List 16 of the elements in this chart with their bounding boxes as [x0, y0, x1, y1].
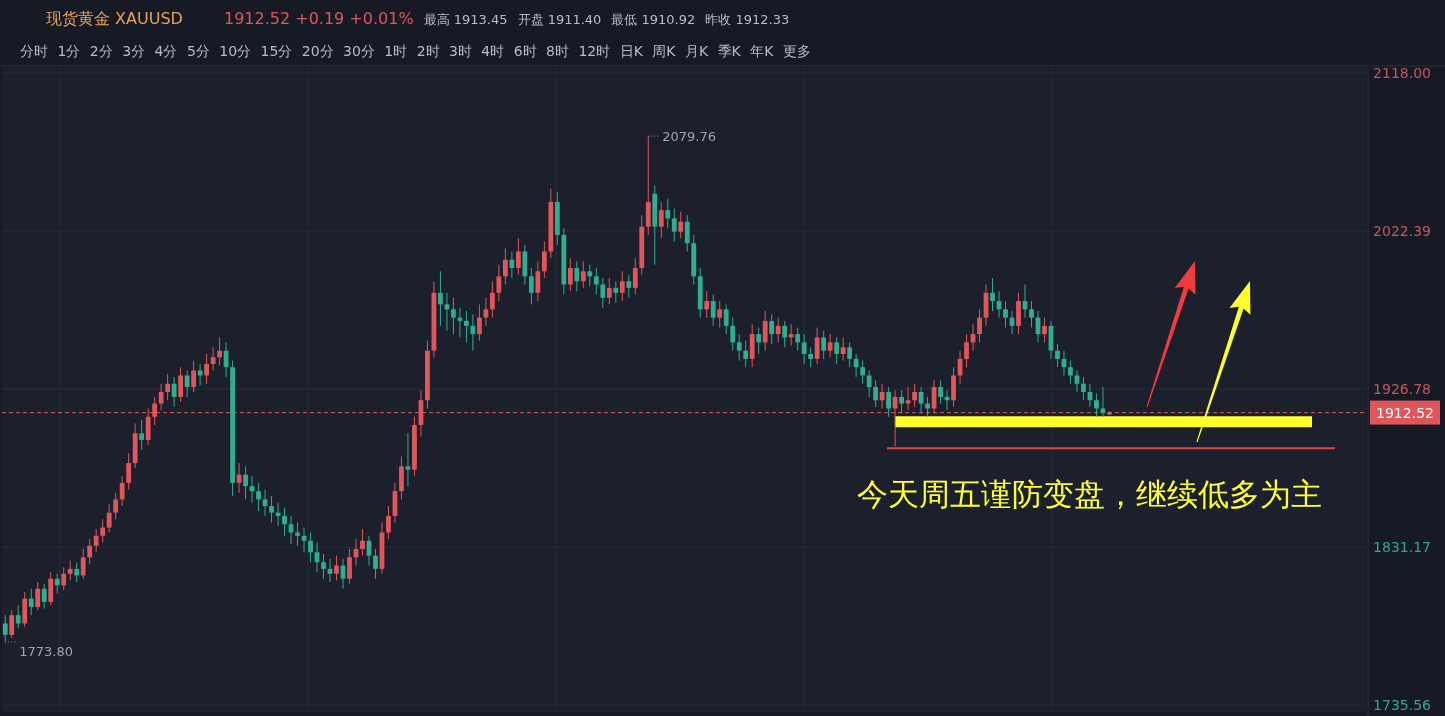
ref-line-label: 1912.52	[1376, 404, 1434, 421]
text: 最高 1913.45	[423, 12, 508, 27]
chart-title: 现货黄金 XAUUSD	[46, 9, 183, 28]
y-tick-label: 2118.00	[1373, 64, 1431, 81]
annotation: 2079.76	[662, 129, 717, 145]
text: 昨收 1912.33	[705, 12, 790, 27]
text: 开盘 1911.40	[517, 12, 602, 27]
annotation: 1773.80	[19, 643, 74, 659]
text: 分时 1分 2分 3分 4分 5分 10分 15分 20分 30分 1时 2时 3时 4时 6时 8时 12时 日K 周K 月K 季K 年K 更多	[20, 43, 811, 59]
annotation: 今天周五谨防变盘，继续低多为主	[857, 476, 1322, 512]
text: 1912.52 +0.19 +0.01%	[224, 9, 414, 28]
y-tick-label: 1735.56	[1373, 697, 1432, 714]
y-tick-label: 1926.78	[1373, 381, 1431, 398]
y-tick-label: 2022.39	[1373, 223, 1431, 239]
text: 最低 1910.92	[611, 12, 696, 27]
y-tick-label: 1831.17	[1373, 539, 1431, 556]
